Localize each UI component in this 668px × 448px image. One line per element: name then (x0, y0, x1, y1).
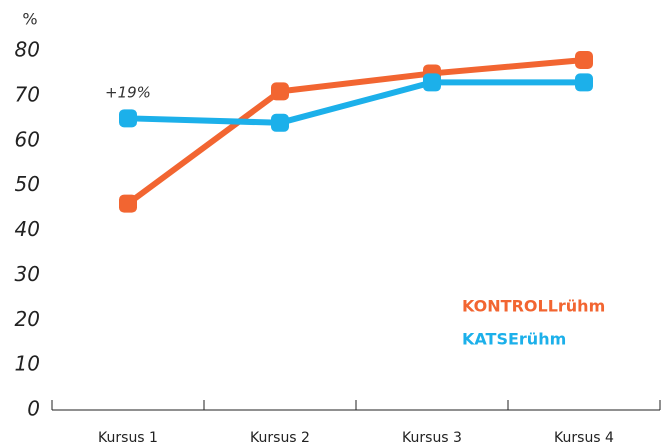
marker (119, 109, 137, 128)
y-tick-label: 70 (15, 82, 40, 106)
x-tick-label: Kursus 3 (402, 430, 462, 446)
y-tick-label: 20 (15, 307, 40, 331)
legend-entry: KATSErühm (462, 330, 566, 349)
series-line (127, 79, 584, 126)
series-line (126, 56, 585, 206)
marker (119, 194, 137, 213)
y-tick-label: 80 (15, 38, 40, 62)
y-tick-label: 30 (15, 262, 40, 286)
marker (271, 113, 289, 132)
y-tick-label: 60 (15, 127, 40, 151)
y-tick-label: 50 (15, 172, 40, 196)
y-tick-label: 40 (15, 217, 40, 241)
x-tick-label: Kursus 2 (250, 430, 310, 446)
annotation: +19% (105, 84, 151, 102)
marker (423, 73, 441, 92)
marker (575, 73, 593, 92)
y-axis-label: % (22, 10, 37, 29)
legend-entry: KONTROLLrühm (462, 297, 605, 316)
y-tick-label: 0 (27, 397, 40, 421)
marker (271, 82, 289, 101)
y-tick-label: 10 (15, 352, 40, 376)
marker (575, 50, 593, 69)
x-tick-label: Kursus 1 (98, 430, 158, 446)
x-tick-label: Kursus 4 (554, 430, 614, 446)
